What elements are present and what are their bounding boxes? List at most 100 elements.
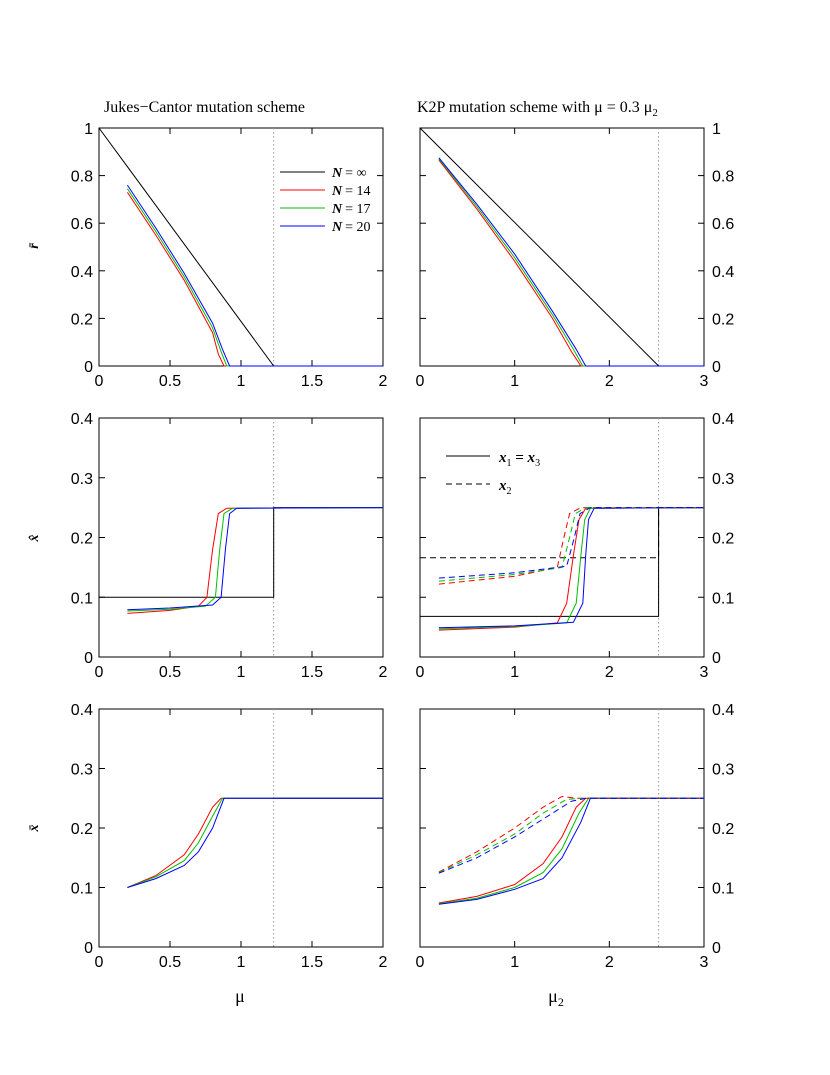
series-line (438, 158, 704, 367)
legend-label-17: N = 17 (331, 202, 371, 217)
y-tick-label: 0.6 (71, 216, 93, 233)
x-tick-label: 2 (379, 954, 388, 971)
y-tick-label: 0.2 (71, 311, 93, 328)
y-tick-label: 0 (84, 650, 93, 667)
legend-x1: x (498, 450, 507, 466)
series-line (438, 795, 704, 873)
legend-label-inf: N = ∞ (331, 166, 367, 181)
plot-frame (419, 708, 705, 948)
series-line (126, 192, 383, 367)
legend-n-symbol-14: N (331, 184, 343, 199)
x-tick-label: 1 (237, 954, 246, 971)
x-tick-label: 0 (95, 664, 104, 681)
x-tick-label: 3 (700, 954, 709, 971)
x-tick-label: 0 (416, 954, 425, 971)
legend-n-symbol-17: N (331, 202, 343, 217)
panel-jc-xbar: 0 0.5 1 1.5 2 0 0.1 0.2 0.3 0.4 (71, 702, 388, 971)
plot-frame (419, 127, 705, 367)
series-line (127, 797, 383, 888)
row3-y-label: x̄ (27, 825, 42, 833)
legend-x2: x (498, 478, 507, 494)
legend-n-value-17: = 17 (345, 202, 370, 217)
legend-x: x1 = x3 x2 (446, 450, 540, 497)
y-tick-label: 0.2 (712, 531, 734, 548)
series-line (438, 507, 704, 579)
series-line (99, 507, 383, 598)
legend-eq-x3: = x (512, 450, 536, 466)
y-tick-label: 0.4 (71, 702, 93, 719)
plot-frame (98, 127, 384, 367)
series-line (438, 507, 705, 630)
y-tick-label: 1 (712, 121, 721, 138)
series-line (420, 507, 704, 617)
y-tick-label: 0.4 (71, 264, 93, 281)
legend-label-x1x3: x1 = x3 (498, 450, 540, 469)
legend-n-symbol-20: N (331, 220, 343, 235)
panel-k2p-xbar: 0 1 2 300.10.20.30.4 (416, 702, 735, 971)
right-title-text: K2P mutation scheme with μ = 0.3 μ (417, 99, 652, 116)
y-tick-label: 0 (712, 650, 721, 667)
y-tick-label: 0.4 (712, 411, 734, 428)
x-tick-label: 1 (237, 373, 246, 390)
legend-label-x2: x2 (498, 478, 512, 497)
x-tick-label: 0.5 (159, 373, 181, 390)
left-column-title: Jukes−Cantor mutation scheme (104, 99, 305, 116)
legend-n-value-14: = 14 (345, 184, 370, 199)
right-x-label: μ2 (548, 986, 564, 1009)
x-tick-label: 3 (700, 664, 709, 681)
y-tick-label: 0.3 (712, 471, 734, 488)
right-title-subscript: 2 (652, 107, 658, 119)
y-tick-label: 0.3 (71, 762, 93, 779)
series-line (438, 507, 704, 582)
series-line (126, 188, 383, 367)
y-tick-label: 0.1 (71, 881, 93, 898)
series-line (438, 797, 704, 904)
x-tick-label: 1 (510, 373, 519, 390)
right-x-label-subscript: 2 (558, 995, 564, 1009)
plot-frame (98, 708, 384, 948)
row2-y-label: x̂ (27, 535, 42, 543)
y-tick-label: 0.2 (71, 821, 93, 838)
y-tick-label: 0.3 (71, 471, 93, 488)
y-tick-label: 0.4 (712, 264, 734, 281)
x-tick-label: 2 (379, 373, 388, 390)
x-tick-label: 2 (605, 954, 614, 971)
series-line (127, 507, 384, 612)
y-tick-label: 0.2 (71, 531, 93, 548)
x-tick-label: 0.5 (159, 954, 181, 971)
x-tick-label: 1.5 (301, 954, 323, 971)
x-tick-label: 2 (605, 664, 614, 681)
y-tick-label: 0.4 (71, 411, 93, 428)
legend-label-14: N = 14 (331, 184, 371, 199)
x-tick-label: 0.5 (159, 664, 181, 681)
y-tick-label: 0 (84, 940, 93, 957)
panel-k2p-xhat: 0 1 2 300.10.20.30.4 (416, 411, 735, 681)
series-line (438, 797, 704, 874)
series-line (127, 797, 383, 888)
y-tick-label: 0.2 (712, 821, 734, 838)
legend-n-value-20: = 20 (345, 220, 370, 235)
plot-frame (419, 417, 705, 658)
legend-x1-sub: 1 (507, 458, 512, 469)
series-line (438, 507, 705, 631)
x-tick-label: 3 (700, 373, 709, 390)
series-line (127, 797, 383, 888)
x-tick-label: 2 (605, 373, 614, 390)
series-line (420, 507, 704, 559)
series-line (438, 797, 704, 905)
x-tick-label: 1 (510, 664, 519, 681)
legend-label-20: N = 20 (331, 220, 371, 235)
y-tick-label: 0.1 (71, 590, 93, 607)
series-line (127, 507, 384, 614)
x-tick-label: 1.5 (301, 373, 323, 390)
y-tick-label: 0.1 (712, 881, 734, 898)
x-tick-label: 0 (416, 373, 425, 390)
panel-jc-rbar: 0 0.5 1 1.5 2 0 0.2 0.4 0.6 0.8 1 (71, 121, 388, 390)
series-line (438, 797, 704, 905)
legend-n-value-inf: = ∞ (345, 166, 366, 181)
right-x-label-text: μ (548, 986, 558, 1006)
x-tick-label: 0 (95, 954, 104, 971)
x-tick-label: 2 (379, 664, 388, 681)
x-tick-label: 1 (237, 664, 246, 681)
